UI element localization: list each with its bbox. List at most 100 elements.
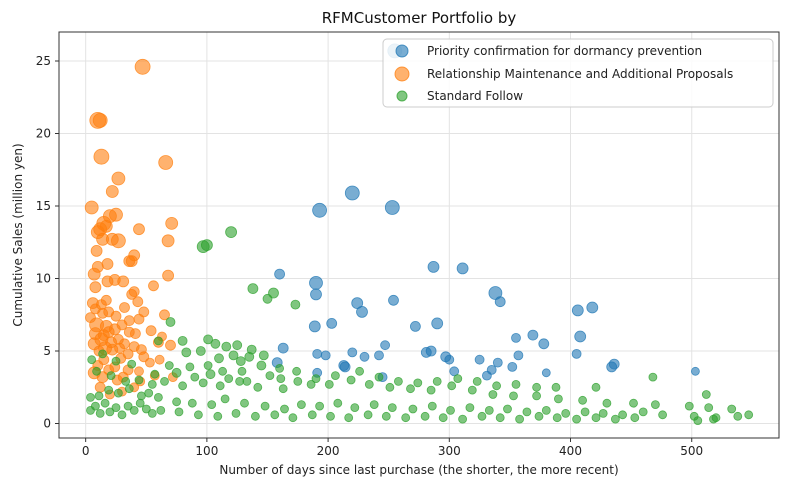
priority-point [312,348,323,359]
relationship-point [111,233,126,249]
standard-point [488,390,498,399]
standard-point [262,293,273,304]
standard-point [195,346,206,356]
standard-point [744,410,754,420]
relationship-point [94,381,106,393]
data-points [84,43,754,426]
standard-point [401,413,411,423]
standard-point [185,362,195,372]
standard-point [95,408,105,418]
standard-point [477,411,487,421]
standard-point [280,404,289,414]
standard-point [156,405,166,415]
standard-point [86,392,95,402]
standard-point [446,405,455,415]
standard-point [651,400,660,410]
standard-point [311,374,321,384]
priority-point [494,296,506,308]
standard-point [214,353,224,364]
priority-point [310,288,322,301]
standard-point [406,384,415,394]
y-tick-label: 10 [36,272,51,286]
standard-point [178,381,188,391]
standard-point [426,385,436,395]
standard-point [134,375,144,385]
standard-point [111,403,121,413]
relationship-point [148,280,159,292]
standard-point [591,413,601,423]
standard-point [203,361,213,370]
standard-point [515,414,524,424]
standard-point [220,394,230,404]
priority-point [527,329,539,341]
standard-point [495,413,505,423]
relationship-point [133,313,145,325]
x-tick-label: 400 [559,444,582,458]
standard-point [381,411,391,421]
relationship-point [134,58,151,75]
standard-point [153,336,163,346]
priority-point [492,357,503,368]
priority-point [326,317,338,329]
grid-lines [59,32,779,438]
y-tick-label: 25 [36,54,51,68]
standard-point [153,392,163,402]
relationship-point [129,328,141,340]
standard-point [350,403,360,413]
standard-point [215,381,225,391]
standard-point [447,381,457,391]
standard-point [387,403,397,413]
standard-point [177,335,188,346]
standard-point [408,404,418,414]
relationship-point [133,223,145,236]
standard-point [136,391,146,401]
standard-point [591,382,601,392]
standard-point [147,379,157,389]
priority-point [277,342,289,354]
standard-point [160,376,169,386]
standard-point [458,414,468,424]
relationship-point [111,171,126,186]
relationship-point [87,267,101,281]
standard-point [534,411,544,421]
standard-point [438,413,448,423]
standard-point [704,403,714,413]
standard-point [658,410,667,420]
standard-point [326,411,335,421]
standard-point [630,413,640,423]
priority-point [444,354,455,365]
standard-point [105,407,115,417]
y-tick-label: 15 [36,199,51,213]
priority-point [691,366,700,376]
standard-point [296,400,306,410]
standard-point [432,376,442,386]
standard-point [701,390,711,399]
standard-point [385,382,395,392]
priority-point [344,185,360,201]
standard-point [181,347,192,358]
standard-point [288,413,298,423]
standard-point [94,391,104,401]
standard-point [509,391,518,401]
relationship-point [93,148,110,165]
standard-point [307,410,317,420]
standard-point [203,334,214,345]
standard-point [611,414,620,424]
standard-point [104,385,114,395]
legend-marker-priority [395,44,409,58]
standard-point [210,338,221,349]
standard-point [427,401,437,411]
standard-point [465,403,475,413]
y-tick-label: 0 [43,417,51,431]
standard-point [369,400,379,410]
standard-point [629,398,638,408]
priority-point [511,332,521,343]
standard-point [111,356,121,366]
standard-point [190,372,200,382]
priority-point [409,320,421,332]
standard-point [275,363,285,373]
standard-point [150,369,160,379]
standard-point [315,401,325,411]
standard-point [733,411,743,421]
standard-point [511,379,521,389]
